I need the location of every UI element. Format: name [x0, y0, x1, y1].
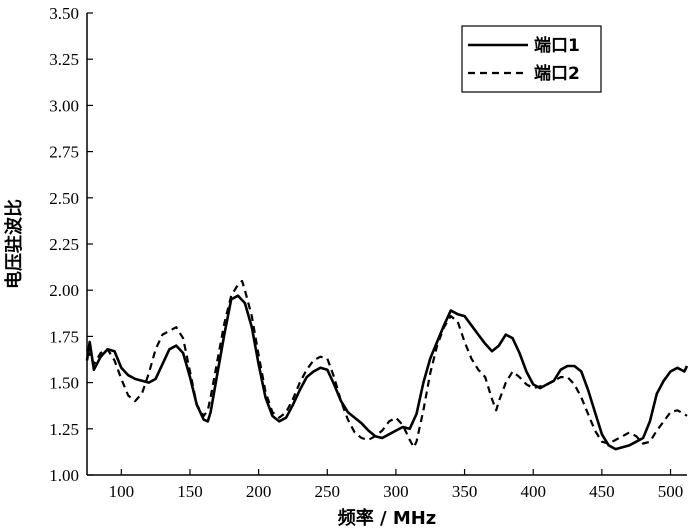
y-tick-label: 2.00: [49, 281, 79, 300]
y-tick-label: 2.25: [49, 235, 79, 254]
y-tick-label: 3.25: [49, 50, 79, 69]
y-tick-label: 3.50: [49, 4, 79, 23]
series-line-1: [85, 294, 689, 451]
x-tick-label: 100: [109, 482, 135, 501]
legend-label-2: 端口2: [534, 63, 580, 84]
legend-box: [461, 25, 602, 93]
chart-series-layer: [85, 279, 689, 451]
x-tick-label: 250: [315, 482, 341, 501]
x-tick-label: 150: [177, 482, 203, 501]
x-tick-label: 400: [520, 482, 546, 501]
x-tick-label: 500: [658, 482, 684, 501]
y-tick-label: 1.25: [49, 420, 79, 439]
x-tick-label: 350: [452, 482, 478, 501]
x-tick-label: 200: [246, 482, 272, 501]
y-tick-label: 1.00: [49, 466, 79, 485]
x-tick-label: 450: [589, 482, 615, 501]
x-tick-label: 300: [383, 482, 409, 501]
y-tick-label: 1.50: [49, 374, 79, 393]
chart-ticks: 100 150 200 250 300 350 400 450 500 1.00 1.25 1.50 1…: [49, 4, 683, 501]
y-tick-label: 1.75: [49, 327, 79, 346]
y-tick-label: 2.75: [49, 143, 79, 162]
y-axis-title: 电压驻波比: [3, 199, 25, 289]
x-axis-title: 频率 / MHz: [338, 507, 437, 529]
legend-label-1: 端口1: [534, 35, 580, 56]
y-tick-label: 3.00: [49, 96, 79, 115]
y-tick-label: 2.50: [49, 189, 79, 208]
